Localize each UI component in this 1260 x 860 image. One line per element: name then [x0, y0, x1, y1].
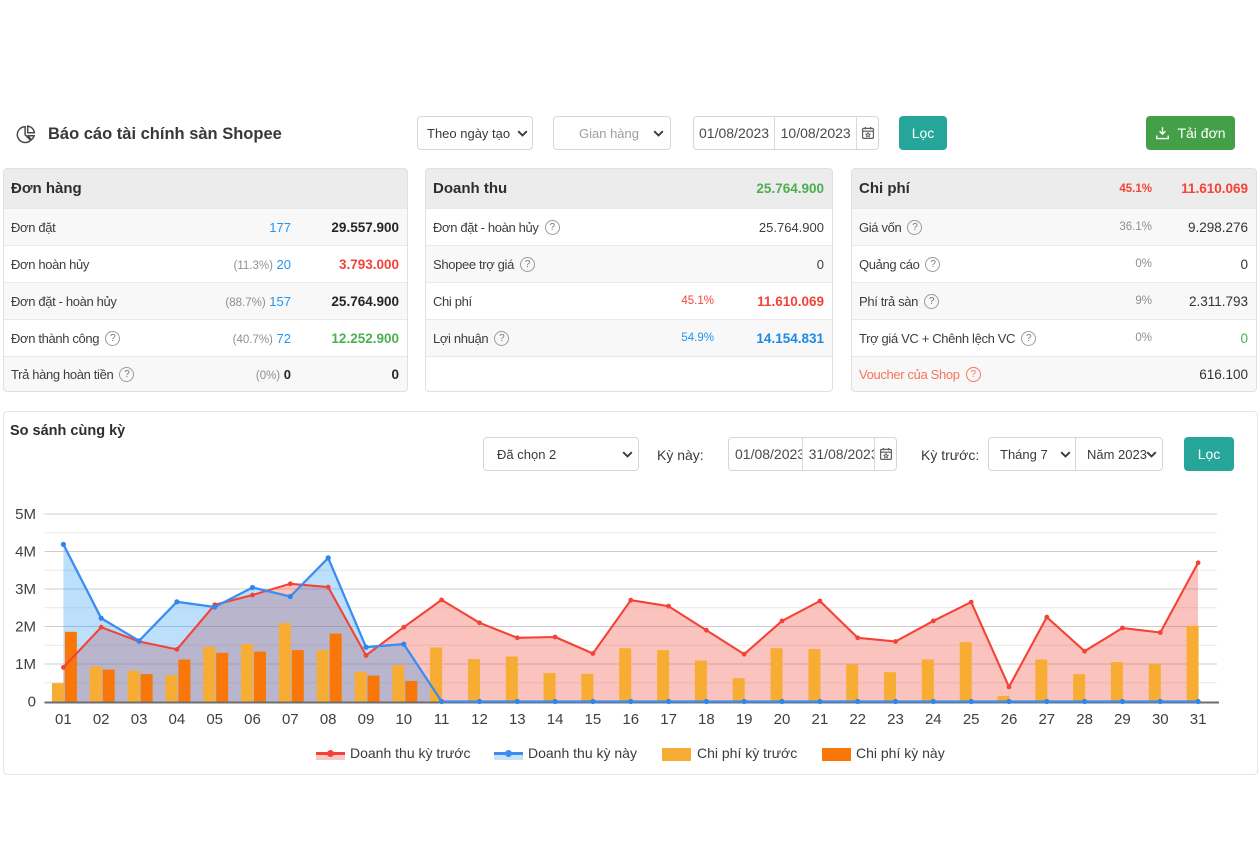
svg-text:2M: 2M	[15, 619, 36, 636]
svg-text:07: 07	[282, 711, 299, 728]
svg-text:30: 30	[1152, 711, 1169, 728]
svg-text:0: 0	[28, 694, 36, 711]
svg-text:14: 14	[547, 711, 564, 728]
svg-text:19: 19	[736, 711, 753, 728]
svg-text:11: 11	[434, 711, 450, 728]
svg-text:21: 21	[812, 711, 829, 728]
svg-text:5M: 5M	[15, 506, 36, 523]
svg-text:24: 24	[925, 711, 942, 728]
svg-text:20: 20	[774, 711, 791, 728]
svg-text:16: 16	[622, 711, 639, 728]
svg-text:26: 26	[1001, 711, 1018, 728]
svg-text:27: 27	[1038, 711, 1055, 728]
svg-text:08: 08	[320, 711, 337, 728]
svg-text:06: 06	[244, 711, 261, 728]
svg-text:01: 01	[55, 711, 72, 728]
svg-text:31: 31	[1190, 711, 1207, 728]
svg-text:09: 09	[358, 711, 375, 728]
svg-text:13: 13	[509, 711, 526, 728]
svg-text:29: 29	[1114, 711, 1131, 728]
svg-text:23: 23	[887, 711, 904, 728]
svg-text:15: 15	[585, 711, 602, 728]
svg-text:17: 17	[660, 711, 677, 728]
svg-text:05: 05	[206, 711, 223, 728]
svg-text:1M: 1M	[15, 656, 36, 673]
svg-text:4M: 4M	[15, 544, 36, 561]
svg-text:18: 18	[698, 711, 715, 728]
svg-text:3M: 3M	[15, 581, 36, 598]
svg-text:03: 03	[131, 711, 148, 728]
svg-text:04: 04	[169, 711, 186, 728]
svg-text:28: 28	[1076, 711, 1093, 728]
svg-text:12: 12	[471, 711, 488, 728]
svg-text:25: 25	[963, 711, 980, 728]
svg-text:10: 10	[395, 711, 412, 728]
svg-text:22: 22	[849, 711, 866, 728]
svg-text:02: 02	[93, 711, 110, 728]
